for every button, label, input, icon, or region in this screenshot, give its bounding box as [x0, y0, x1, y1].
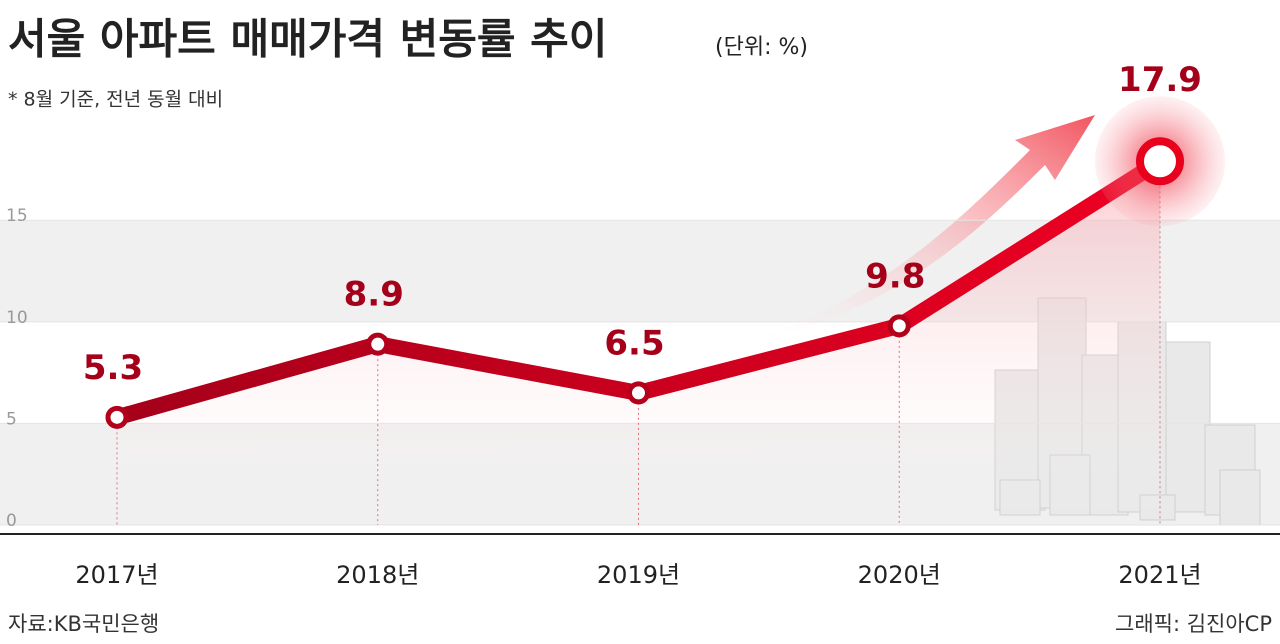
x-tick-label: 2021년: [1118, 561, 1201, 589]
x-tick-label: 2020년: [858, 561, 941, 589]
value-label: 9.8: [865, 256, 925, 296]
credit: 그래픽: 김진아CP: [1115, 612, 1272, 636]
x-tick-label: 2017년: [75, 561, 158, 589]
value-label: 5.3: [83, 348, 143, 388]
source: 자료:KB국민은행: [8, 612, 159, 636]
y-tick-label: 15: [6, 206, 28, 226]
point: [627, 381, 650, 405]
value-label: 8.9: [344, 275, 404, 315]
x-tick-label: 2019년: [597, 561, 680, 589]
y-tick-label: 5: [6, 409, 17, 429]
value-label: 6.5: [604, 323, 664, 363]
chart-title: 서울 아파트 매매가격 변동률 추이: [8, 15, 607, 64]
y-tick-label: 0: [6, 511, 17, 531]
trend-arrow: [740, 115, 1095, 345]
unit: (단위: %): [715, 35, 808, 60]
point: [1136, 137, 1184, 186]
point: [105, 405, 129, 429]
area: [117, 161, 1160, 525]
y-tick-label: 10: [6, 308, 28, 328]
point: [366, 332, 390, 356]
x-tick-label: 2018년: [336, 561, 419, 589]
value-label: 17.9: [1118, 60, 1202, 100]
note: * 8월 기준, 전년 동월 대비: [8, 89, 223, 111]
point: [887, 314, 911, 338]
